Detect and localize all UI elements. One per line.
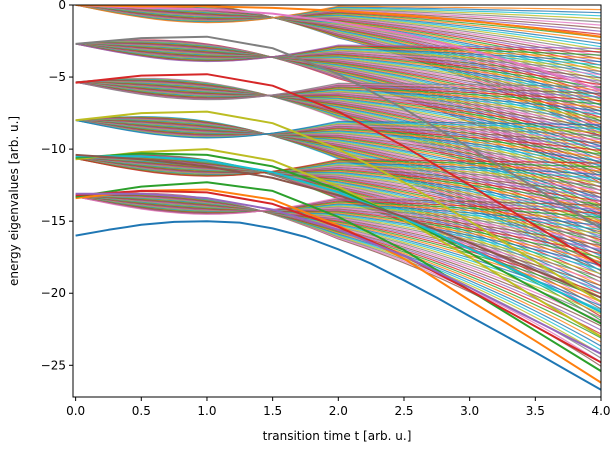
- band-level-line: [75, 157, 601, 177]
- x-tick-label: 1.5: [263, 404, 282, 418]
- x-tick-label: 0.0: [66, 404, 85, 418]
- series-line: [75, 148, 601, 338]
- series-line: [75, 5, 601, 38]
- band-level-line: [75, 81, 601, 101]
- y-tick-label: 0: [58, 0, 66, 12]
- band-level-line: [75, 43, 601, 63]
- x-axis-ticks: 0.0 0.5 1.0 1.5 2.0 2.5 3.0 3.5 4.0: [66, 397, 611, 418]
- x-tick-label: 0.5: [132, 404, 151, 418]
- highlighted-level-curves: [75, 5, 601, 391]
- series-line: [75, 181, 601, 372]
- y-axis-label: energy eigenvalues [arb. u.]: [7, 116, 21, 286]
- series-line: [75, 5, 601, 91]
- series-line: [75, 220, 601, 391]
- y-tick-label: −20: [41, 286, 66, 300]
- series-line: [75, 192, 601, 355]
- x-axis-label: transition time t [arb. u.]: [263, 429, 412, 443]
- band-level-line: [75, 119, 601, 139]
- plot-frame: [72, 4, 602, 398]
- band-level-line: [75, 5, 601, 134]
- band-level-line: [75, 5, 601, 137]
- series-line: [75, 35, 601, 230]
- x-tick-label: 2.5: [394, 404, 413, 418]
- series-line: [75, 73, 601, 267]
- series-line: [75, 110, 601, 303]
- x-tick-label: 3.5: [526, 404, 545, 418]
- series-line: [75, 155, 601, 313]
- x-tick-label: 3.0: [460, 404, 479, 418]
- y-tick-label: −10: [41, 142, 66, 156]
- series-line: [75, 152, 601, 325]
- band-level-line: [75, 196, 601, 215]
- series-line: [75, 189, 601, 364]
- series-line: [75, 153, 601, 299]
- band-level-line: [75, 5, 601, 24]
- y-tick-label: −25: [41, 358, 66, 372]
- x-tick-label: 2.0: [329, 404, 348, 418]
- x-tick-label: 1.0: [197, 404, 216, 418]
- x-tick-label: 4.0: [591, 404, 610, 418]
- y-tick-label: −5: [48, 70, 66, 84]
- y-axis-ticks: 0 −5 −10 −15 −20 −25: [41, 0, 73, 372]
- y-tick-label: −15: [41, 214, 66, 228]
